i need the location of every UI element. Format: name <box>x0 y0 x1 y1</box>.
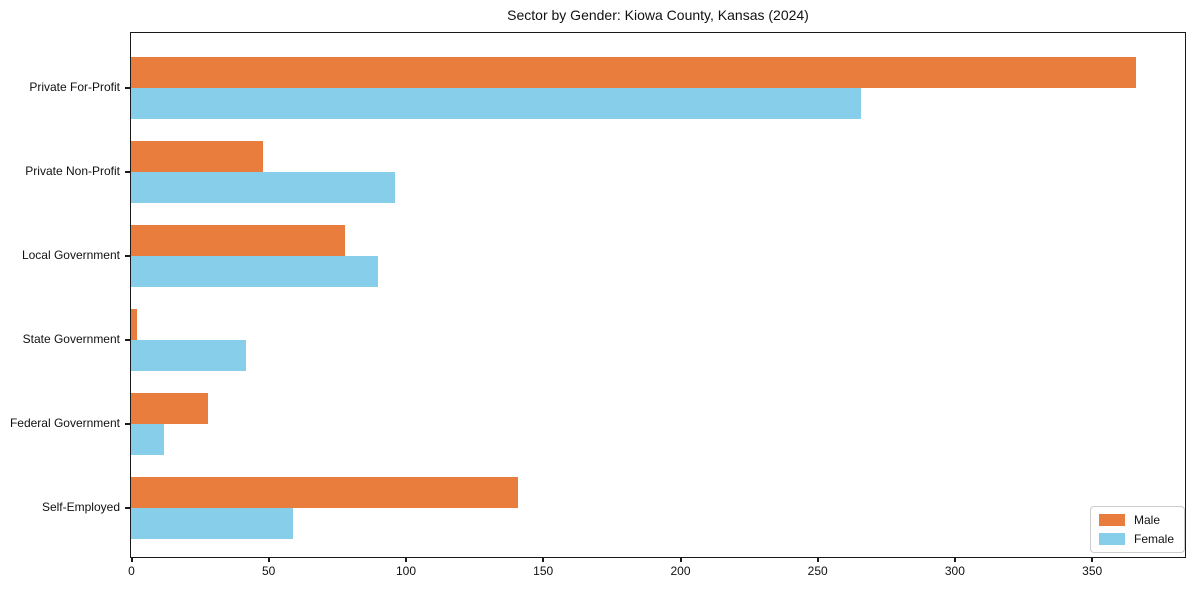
chart-title: Sector by Gender: Kiowa County, Kansas (… <box>507 7 809 23</box>
bar-female-private-non-profit <box>131 172 395 203</box>
y-tick-mark <box>125 171 130 173</box>
x-tick-label-250: 250 <box>807 564 828 578</box>
bar-female-local-government <box>131 256 378 287</box>
bar-female-private-for-profit <box>131 88 862 119</box>
y-tick-mark <box>125 507 130 509</box>
y-tick-mark <box>125 255 130 257</box>
bar-male-self-employed <box>131 477 518 508</box>
y-tick-label-self-employed: Self-Employed <box>41 500 120 514</box>
legend: Male Female <box>1090 506 1185 553</box>
y-tick-label-federal-government: Federal Government <box>9 416 120 430</box>
y-tick-label-private-for-profit: Private For-Profit <box>29 80 120 94</box>
bar-male-private-for-profit <box>131 57 1136 88</box>
y-tick-label-local-government: Local Government <box>21 248 120 262</box>
x-tick-mark <box>816 558 819 562</box>
bar-female-state-government <box>131 340 247 371</box>
x-tick-label-350: 350 <box>1082 564 1103 578</box>
x-tick-mark <box>542 558 545 562</box>
x-tick-mark <box>130 558 133 562</box>
legend-label-female: Female <box>1134 532 1175 546</box>
y-tick-mark <box>125 339 130 341</box>
y-tick-label-state-government: State Government <box>22 332 120 346</box>
x-tick-mark <box>267 558 270 562</box>
bar-male-state-government <box>131 309 137 340</box>
x-tick-mark <box>679 558 682 562</box>
x-tick-label-150: 150 <box>533 564 554 578</box>
y-tick-mark <box>125 87 130 89</box>
x-tick-label-100: 100 <box>395 564 417 578</box>
x-tick-label-50: 50 <box>262 564 276 578</box>
x-tick-label-300: 300 <box>944 564 965 578</box>
male-swatch <box>1099 514 1125 526</box>
x-tick-mark <box>1091 558 1094 562</box>
bar-female-federal-government <box>131 424 164 455</box>
x-tick-label-200: 200 <box>670 564 691 578</box>
bar-male-private-non-profit <box>131 141 263 172</box>
legend-item-female: Female <box>1099 532 1176 546</box>
legend-label-male: Male <box>1134 513 1161 527</box>
y-tick-mark <box>125 423 130 425</box>
x-tick-mark <box>405 558 407 562</box>
bar-female-self-employed <box>131 508 293 539</box>
female-swatch <box>1099 533 1125 545</box>
plot-area <box>130 32 1186 558</box>
x-tick-label-0: 0 <box>128 564 135 578</box>
bar-male-federal-government <box>131 393 208 424</box>
x-tick-mark <box>953 558 956 562</box>
bar-male-local-government <box>131 225 346 256</box>
y-tick-label-private-non-profit: Private Non-Profit <box>25 164 120 178</box>
legend-item-male: Male <box>1099 513 1176 527</box>
